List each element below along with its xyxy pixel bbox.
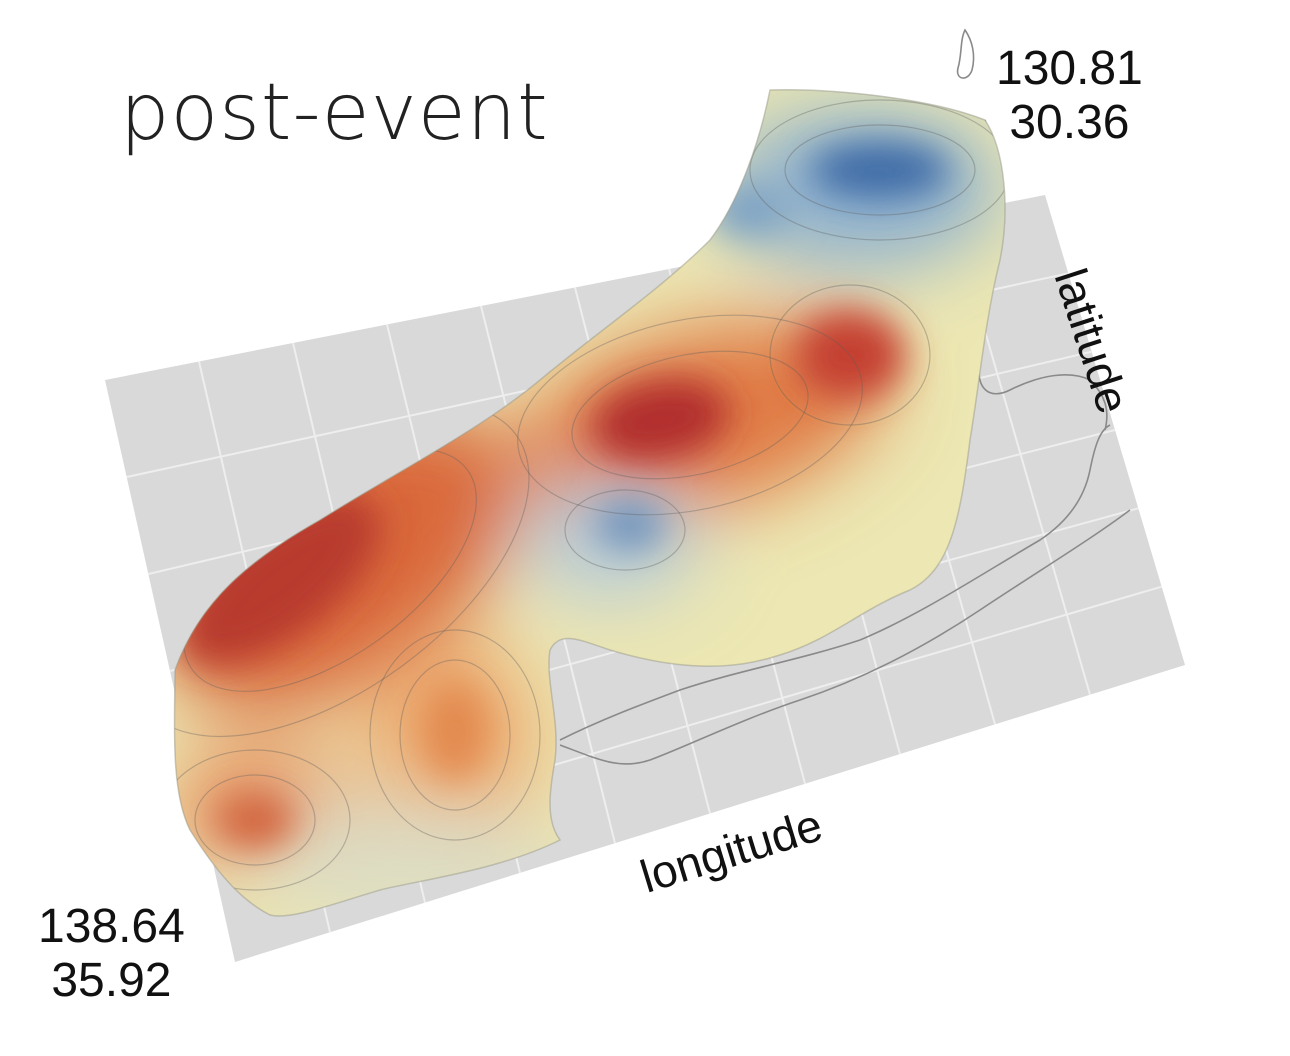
corner-label-ne: 130.81 30.36 (996, 42, 1143, 150)
corner-ne-longitude: 130.81 (996, 42, 1143, 95)
corner-sw-latitude: 35.92 (51, 954, 172, 1007)
map-title: post-event (120, 68, 549, 158)
corner-label-sw: 138.64 35.92 (38, 900, 185, 1008)
surface-outline (173, 89, 1006, 917)
corner-ne-latitude: 30.36 (1009, 96, 1130, 149)
corner-sw-longitude: 138.64 (38, 900, 185, 953)
